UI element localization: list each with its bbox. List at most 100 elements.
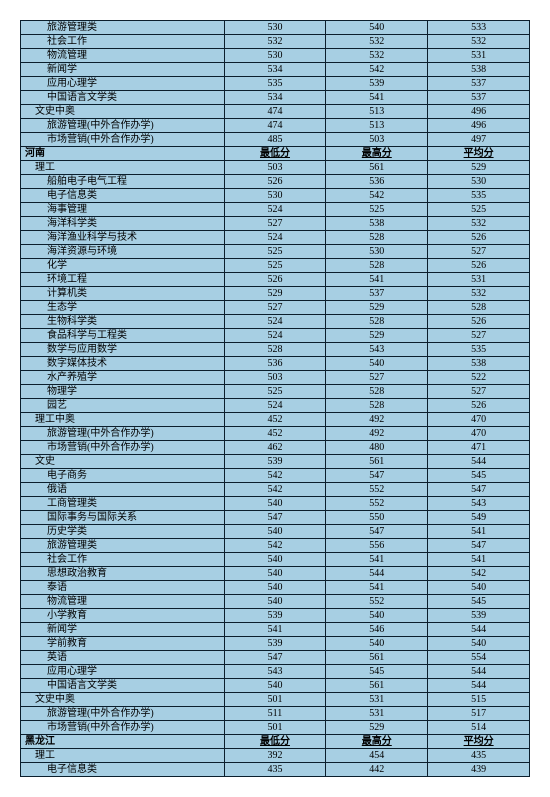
- score-avg: 439: [428, 763, 530, 777]
- table-row: 文史539561544: [21, 455, 530, 469]
- score-max: 528: [326, 259, 428, 273]
- score-max: 527: [326, 371, 428, 385]
- score-avg: 540: [428, 581, 530, 595]
- score-max: 532: [326, 49, 428, 63]
- table-row: 海洋资源与环境525530527: [21, 245, 530, 259]
- table-row: 社会工作532532532: [21, 35, 530, 49]
- score-avg: 544: [428, 623, 530, 637]
- score-max: 539: [326, 77, 428, 91]
- score-min: 524: [224, 315, 326, 329]
- row-name: 中国语言文学类: [21, 679, 225, 693]
- score-avg: 525: [428, 203, 530, 217]
- score-min: 525: [224, 259, 326, 273]
- score-avg: 543: [428, 497, 530, 511]
- header-min: 最低分: [224, 735, 326, 749]
- score-max: 529: [326, 329, 428, 343]
- table-row: 化学525528526: [21, 259, 530, 273]
- score-avg: 527: [428, 245, 530, 259]
- row-name: 水产养殖学: [21, 371, 225, 385]
- table-row: 泰语540541540: [21, 581, 530, 595]
- score-max: 540: [326, 21, 428, 35]
- score-avg: 526: [428, 259, 530, 273]
- row-name: 社会工作: [21, 35, 225, 49]
- score-max: 513: [326, 119, 428, 133]
- row-name: 社会工作: [21, 553, 225, 567]
- score-max: 529: [326, 301, 428, 315]
- row-name: 文史中奥: [21, 693, 225, 707]
- score-max: 545: [326, 665, 428, 679]
- score-max: 561: [326, 651, 428, 665]
- score-avg: 537: [428, 77, 530, 91]
- row-name: 工商管理类: [21, 497, 225, 511]
- score-min: 540: [224, 553, 326, 567]
- header-max: 最高分: [326, 735, 428, 749]
- row-name: 学前教育: [21, 637, 225, 651]
- score-min: 474: [224, 119, 326, 133]
- row-name: 计算机类: [21, 287, 225, 301]
- header-avg: 平均分: [428, 147, 530, 161]
- score-min: 539: [224, 637, 326, 651]
- row-name: 物流管理: [21, 49, 225, 63]
- score-min: 540: [224, 595, 326, 609]
- score-min: 511: [224, 707, 326, 721]
- score-avg: 545: [428, 469, 530, 483]
- score-avg: 529: [428, 161, 530, 175]
- score-avg: 496: [428, 119, 530, 133]
- score-min: 526: [224, 273, 326, 287]
- score-min: 536: [224, 357, 326, 371]
- table-row: 新闻学534542538: [21, 63, 530, 77]
- score-max: 536: [326, 175, 428, 189]
- score-avg: 527: [428, 385, 530, 399]
- score-max: 528: [326, 315, 428, 329]
- table-row: 海洋渔业科学与技术524528526: [21, 231, 530, 245]
- table-row: 英语547561554: [21, 651, 530, 665]
- score-min: 540: [224, 679, 326, 693]
- score-min: 540: [224, 497, 326, 511]
- score-min: 542: [224, 469, 326, 483]
- score-avg: 532: [428, 35, 530, 49]
- score-min: 452: [224, 413, 326, 427]
- row-name: 旅游管理(中外合作办学): [21, 707, 225, 721]
- table-row: 应用心理学535539537: [21, 77, 530, 91]
- table-row: 思想政治教育540544542: [21, 567, 530, 581]
- score-max: 552: [326, 497, 428, 511]
- row-name: 俄语: [21, 483, 225, 497]
- score-max: 552: [326, 595, 428, 609]
- row-name: 电子信息类: [21, 189, 225, 203]
- row-name: 应用心理学: [21, 665, 225, 679]
- score-min: 524: [224, 203, 326, 217]
- score-min: 541: [224, 623, 326, 637]
- row-name: 旅游管理类: [21, 539, 225, 553]
- score-max: 528: [326, 231, 428, 245]
- score-max: 454: [326, 749, 428, 763]
- table-row: 环境工程526541531: [21, 273, 530, 287]
- score-min: 525: [224, 385, 326, 399]
- score-max: 541: [326, 553, 428, 567]
- score-avg: 526: [428, 231, 530, 245]
- row-name: 黑龙江: [21, 735, 225, 749]
- score-min: 501: [224, 693, 326, 707]
- table-row: 数学与应用数学528543535: [21, 343, 530, 357]
- table-row: 电子商务542547545: [21, 469, 530, 483]
- table-row: 社会工作540541541: [21, 553, 530, 567]
- score-min: 547: [224, 651, 326, 665]
- header-max: 最高分: [326, 147, 428, 161]
- score-min: 532: [224, 35, 326, 49]
- score-avg: 542: [428, 567, 530, 581]
- table-row: 市场营销(中外合作办学)462480471: [21, 441, 530, 455]
- score-avg: 544: [428, 455, 530, 469]
- row-name: 环境工程: [21, 273, 225, 287]
- score-avg: 544: [428, 665, 530, 679]
- table-row: 旅游管理(中外合作办学)474513496: [21, 119, 530, 133]
- row-name: 新闻学: [21, 623, 225, 637]
- score-min: 534: [224, 63, 326, 77]
- score-min: 547: [224, 511, 326, 525]
- score-avg: 540: [428, 637, 530, 651]
- table-row: 旅游管理(中外合作办学)511531517: [21, 707, 530, 721]
- row-name: 泰语: [21, 581, 225, 595]
- score-max: 529: [326, 721, 428, 735]
- row-name: 海事管理: [21, 203, 225, 217]
- score-min: 542: [224, 483, 326, 497]
- score-avg: 526: [428, 315, 530, 329]
- score-min: 540: [224, 581, 326, 595]
